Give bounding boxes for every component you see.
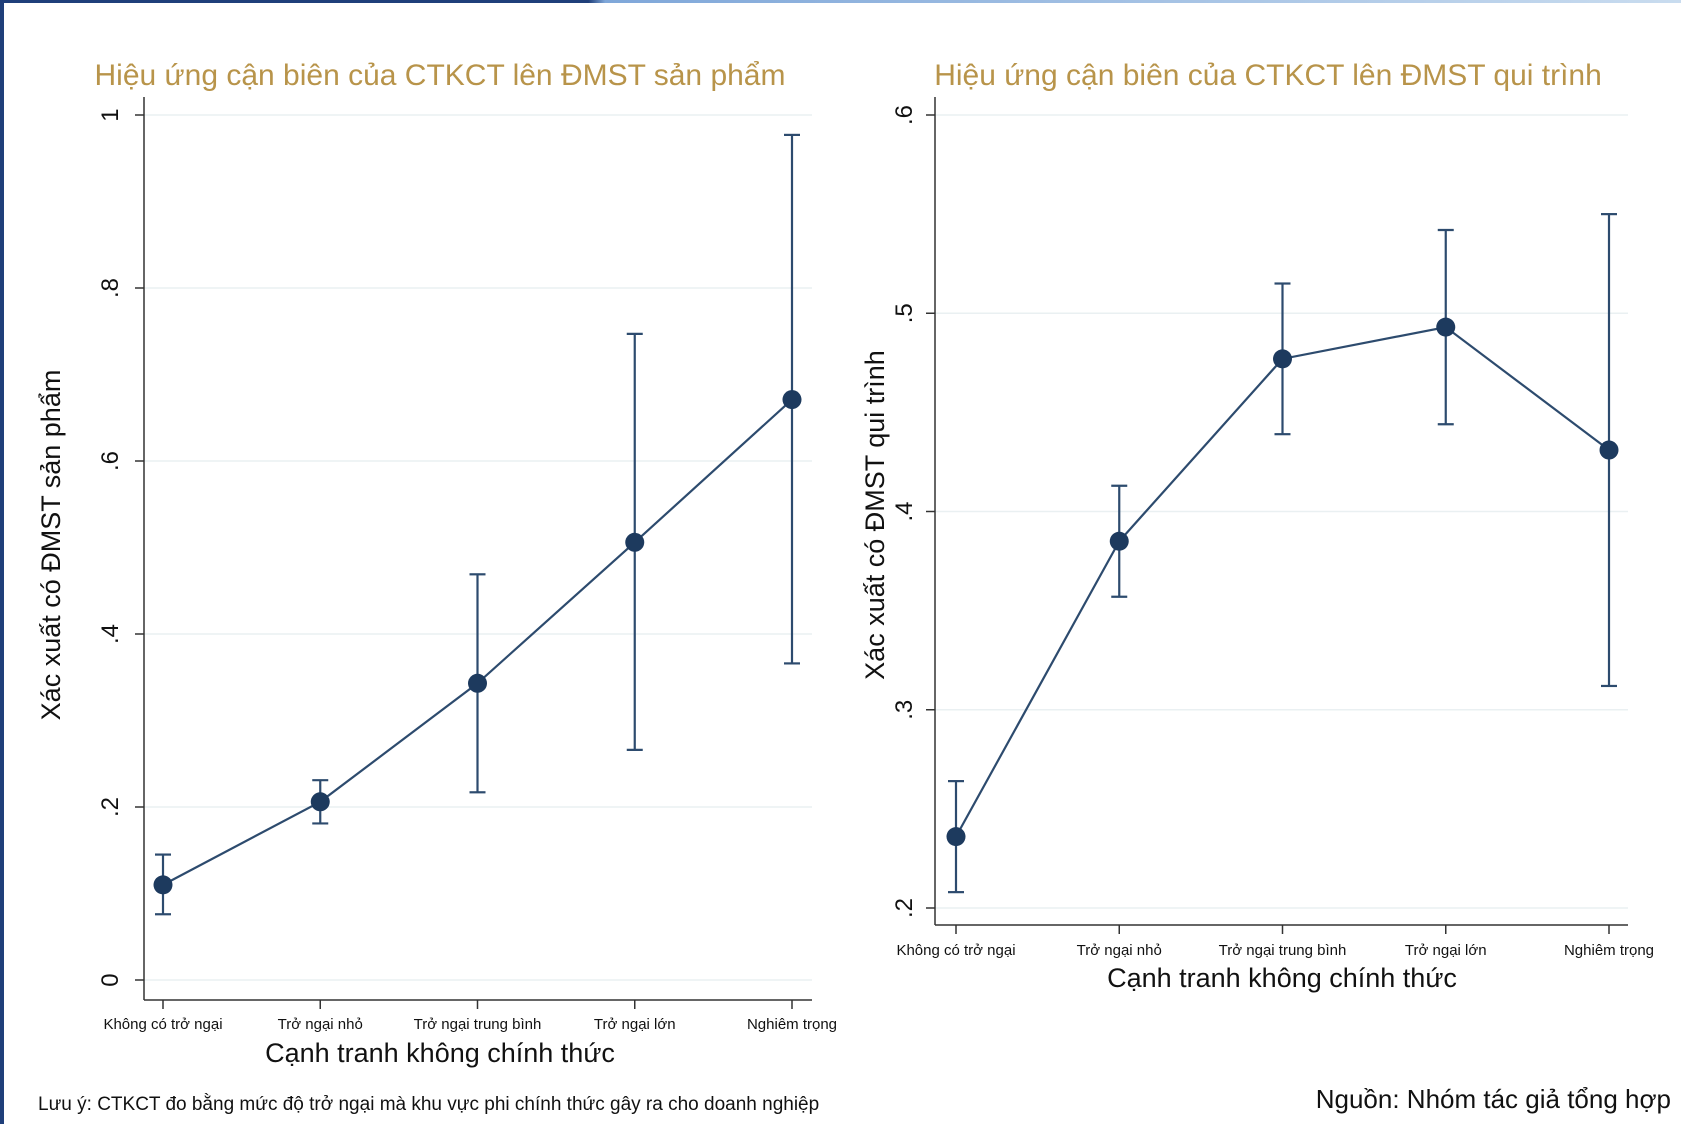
x-tick-label: Trở ngại lớn — [1405, 942, 1487, 959]
y-tick-label: .4 — [891, 501, 918, 521]
y-tick-label: .5 — [891, 303, 918, 323]
data-marks — [153, 133, 802, 916]
x-axis-label: Cạnh tranh không chính thức — [265, 1038, 615, 1068]
x-ticks: Không có trở ngại Trở ngại nhỏ Trở ngại tr… — [896, 925, 1654, 959]
data-point — [1599, 440, 1619, 460]
x-axis-label: Cạnh tranh không chính thức — [1107, 963, 1457, 993]
data-point — [468, 673, 487, 693]
y-tick-label: .6 — [891, 105, 918, 125]
x-tick-label: Trở ngại trung bình — [1219, 942, 1347, 959]
plot-area — [144, 95, 812, 1000]
data-point — [625, 532, 645, 552]
data-point — [1273, 349, 1292, 369]
x-tick-label: Không có trở ngại — [896, 942, 1015, 959]
y-tick-label: 0 — [97, 973, 124, 986]
x-tick-label: Trở ngại nhỏ — [278, 1016, 363, 1033]
x-tick-label: Trở ngại nhỏ — [1077, 942, 1162, 959]
y-tick-label: .6 — [97, 451, 124, 471]
x-tick-label: Nghiêm trọng — [747, 1016, 837, 1033]
x-tick-label: Trở ngại trung bình — [414, 1016, 542, 1033]
y-tick-label: .4 — [97, 624, 124, 644]
y-axis-label: Xác xuất có ĐMST qui trình — [860, 350, 890, 680]
source-note: Nguồn: Nhóm tác giả tổng hợp — [1315, 1084, 1671, 1114]
x-tick-label: Trở ngại lớn — [594, 1016, 676, 1033]
data-point — [1109, 531, 1129, 551]
chart-title: Hiệu ứng cận biên của CTKCT lên ĐMST qui… — [934, 59, 1602, 92]
y-tick-label: .8 — [97, 278, 124, 298]
grid-lines — [935, 114, 1628, 909]
x-ticks: Không có trở ngại Trở ngại nhỏ Trở ngại tr… — [103, 1000, 837, 1033]
chart-title: Hiệu ứng cận biên của CTKCT lên ĐMST sản… — [95, 59, 786, 92]
y-tick-label: .3 — [891, 700, 918, 720]
chart-product-innovation: Hiệu ứng cận biên của CTKCT lên ĐMST sản… — [36, 59, 837, 1068]
data-point — [310, 792, 330, 812]
data-point — [782, 390, 802, 410]
y-tick-label: .2 — [97, 797, 124, 817]
data-point — [1436, 317, 1456, 337]
y-tick-label: 1 — [97, 108, 124, 121]
y-ticks: .2 .3 .4 .5 .6 — [891, 105, 935, 918]
x-tick-label: Không có trở ngại — [103, 1016, 222, 1033]
data-point — [946, 827, 966, 847]
data-marks — [946, 213, 1619, 894]
data-point — [153, 875, 173, 895]
grid-lines — [144, 114, 812, 981]
y-tick-label: .2 — [891, 898, 918, 918]
footnote: Lưu ý: CTKCT đo bằng mức độ trở ngại mà … — [38, 1094, 820, 1115]
y-ticks: 0 .2 .4 .6 .8 1 — [97, 108, 144, 987]
chart-process-innovation: Hiệu ứng cận biên của CTKCT lên ĐMST qui… — [860, 59, 1654, 993]
y-axis-label: Xác xuất có ĐMST sản phẩm — [36, 370, 66, 721]
x-tick-label: Nghiêm trọng — [1564, 942, 1654, 959]
top-accent-bar — [0, 0, 1681, 3]
